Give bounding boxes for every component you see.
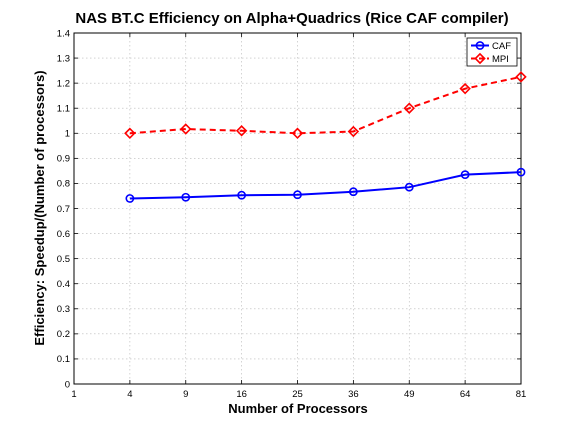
data-point-caf [516,167,526,177]
y-tick-label: 1.3 [57,53,70,64]
x-tick-label: 64 [460,389,471,400]
data-point-caf [404,182,414,192]
y-tick-label: 0.6 [57,229,70,240]
legend-label-mpi: MPI [492,54,509,65]
series-line-caf [129,171,522,200]
x-tick-label: 25 [292,389,303,400]
y-tick-label: 0.5 [57,254,70,265]
x-tick-label: 4 [127,389,132,400]
y-tick-label: 0 [65,379,70,390]
y-tick-label: 0.4 [57,279,70,290]
grid [74,33,521,384]
legend-marker-caf [475,41,485,50]
y-tick-label: 0.3 [57,304,70,315]
data-point-mpi [291,127,304,140]
data-point-caf [181,192,191,202]
x-tick-label: 1 [71,389,76,400]
y-tick-label: 1.2 [57,78,70,89]
legend-box [466,37,518,67]
x-tick-label: 36 [348,389,359,400]
chart-title: NAS BT.C Efficiency on Alpha+Quadrics (R… [75,10,508,27]
x-tick-label: 49 [404,389,415,400]
data-point-mpi [124,127,136,140]
data-point-mpi [515,71,527,83]
y-axis-label: Efficiency: Speedup/(Number of processor… [32,70,47,345]
data-point-caf [460,170,470,180]
legend: CAF MPI [466,37,518,67]
x-tick-label: 16 [236,389,247,400]
data-point-mpi [459,82,471,95]
data-point-caf [237,190,247,200]
x-tick-label: 81 [516,389,527,400]
data-point-caf [125,194,135,203]
axis-ticks: 0 0.1 0.2 0.3 0.4 0.5 0.6 0.7 0.8 0.9 1 1.1 1.2 1.3 1.… [57,28,527,400]
x-tick-label: 9 [183,389,188,400]
y-tick-label: 0.2 [57,329,70,340]
y-tick-label: 1 [65,129,70,140]
y-tick-label: 1.1 [57,104,70,115]
data-point-mpi [235,125,248,137]
legend-marker-mpi [474,52,486,65]
data-point-mpi [347,125,360,138]
y-tick-label: 0.8 [57,179,70,190]
data-point-mpi [180,123,192,135]
data-point-mpi [403,102,415,114]
series-mpi [124,71,527,140]
legend-label-caf: CAF [492,41,511,52]
series-caf [125,167,526,203]
series-line-mpi [129,75,522,135]
x-axis-label: Number of Processors [228,401,367,416]
y-tick-label: 0.9 [57,154,70,165]
series-group [124,71,527,203]
data-point-caf [293,190,302,200]
data-point-caf [348,187,358,197]
y-tick-label: 0.1 [57,354,70,365]
y-tick-label: 1.4 [57,28,70,39]
y-tick-label: 0.7 [57,204,70,215]
